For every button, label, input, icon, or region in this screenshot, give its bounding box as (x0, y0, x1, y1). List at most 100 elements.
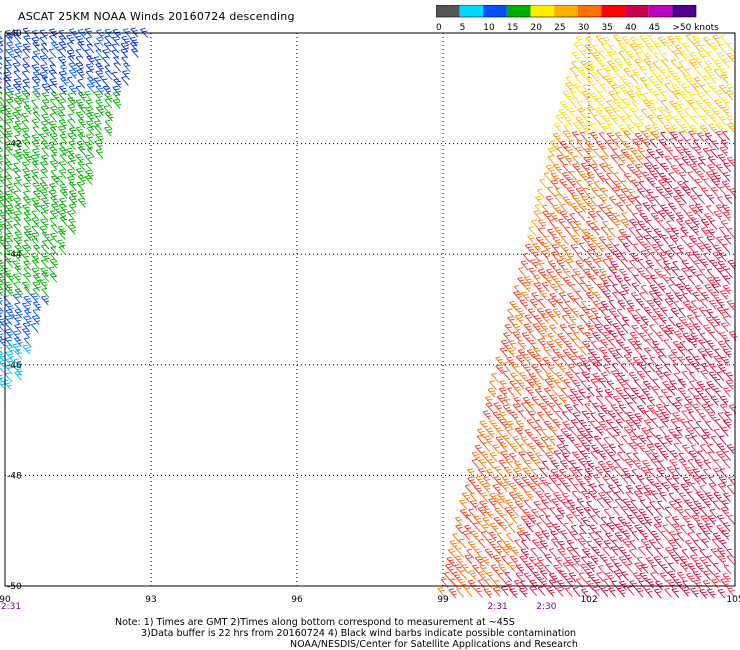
wind-barb (647, 114, 656, 125)
wind-barb (716, 450, 725, 461)
wind-barb (112, 29, 121, 39)
wind-barb (67, 55, 76, 66)
wind-barb (689, 155, 698, 166)
wind-barb (534, 204, 543, 214)
wind-barb (514, 539, 523, 549)
wind-barb (481, 483, 491, 493)
wind-barb (592, 474, 601, 484)
wind-barb (612, 322, 621, 333)
wind-barb (437, 587, 446, 598)
wind-barb (712, 324, 721, 335)
wind-barb (588, 348, 597, 359)
wind-barb (120, 42, 129, 53)
legend-swatch (625, 5, 649, 17)
wind-barb (584, 75, 594, 86)
wind-barb (41, 197, 50, 208)
wind-barb (627, 338, 637, 349)
wind-barb (579, 563, 589, 574)
wind-barb (586, 60, 596, 71)
wind-barb (660, 234, 669, 245)
wind-barb (68, 69, 78, 79)
wind-barb (658, 138, 668, 149)
wind-barb (104, 70, 113, 81)
wind-barb (629, 147, 638, 158)
wind-barb (667, 570, 677, 581)
wind-barb (681, 115, 690, 126)
wind-barb (553, 194, 562, 205)
wind-barb (93, 91, 102, 101)
wind-barb (41, 92, 50, 102)
wind-barb (41, 99, 50, 110)
wind-barb (590, 412, 598, 423)
wind-barb (32, 50, 41, 61)
wind-barb (509, 514, 518, 525)
wind-barb (647, 34, 656, 45)
wind-barb (661, 58, 670, 69)
wind-barb (647, 468, 656, 479)
wind-barb (679, 562, 689, 573)
wind-barb (494, 507, 503, 518)
wind-barb (84, 175, 93, 185)
wind-barb (571, 338, 580, 349)
wind-barb (559, 324, 568, 334)
wind-barb (464, 554, 473, 565)
wind-barb (578, 203, 587, 214)
wind-barb (688, 204, 698, 215)
wind-barb (517, 276, 526, 287)
wind-barb (706, 588, 716, 599)
wind-barb (0, 141, 4, 151)
wind-barb (629, 43, 638, 53)
wind-barb (518, 410, 527, 420)
wind-barb (111, 71, 120, 82)
legend-swatch (506, 5, 531, 17)
wind-barb (677, 275, 686, 286)
wind-barb (590, 515, 598, 525)
wind-barb (562, 562, 571, 572)
wind-barb (598, 565, 606, 575)
wind-barb (671, 554, 680, 565)
wind-barb (598, 483, 607, 494)
wind-barb (4, 224, 12, 235)
wind-barb (504, 506, 513, 517)
wind-barb (693, 395, 702, 405)
wind-barb (479, 420, 488, 431)
wind-barb (549, 507, 558, 517)
wind-barb (700, 115, 709, 126)
wind-barb (0, 372, 4, 383)
wind-barb (693, 107, 701, 118)
wind-barb (620, 284, 630, 295)
wind-barb (554, 226, 563, 237)
wind-barb (660, 52, 669, 63)
wind-barb (23, 35, 31, 46)
wind-barb (0, 148, 3, 158)
wind-barb (648, 76, 657, 86)
wind-barb (556, 507, 566, 518)
wind-barb (630, 428, 639, 439)
y-tick-label: -50 (7, 582, 22, 592)
wind-barb (30, 322, 39, 333)
wind-barb (76, 140, 85, 151)
wind-barb (589, 420, 598, 431)
wind-barb (500, 586, 509, 596)
wind-barb (723, 451, 732, 461)
wind-barb (59, 147, 68, 157)
wind-barb (588, 315, 596, 326)
wind-barb (545, 411, 554, 421)
wind-barb (66, 147, 75, 158)
wind-barb (598, 274, 608, 285)
wind-barb (555, 298, 564, 309)
wind-barb (565, 146, 574, 157)
wind-barb (613, 570, 622, 580)
legend-label: 5 (460, 23, 466, 33)
wind-barb (595, 210, 604, 221)
wind-barb (636, 43, 645, 54)
wind-barb (31, 225, 40, 236)
wind-barb (667, 67, 676, 78)
wind-barb (656, 467, 665, 478)
wind-barb (585, 291, 595, 302)
wind-barb (512, 435, 520, 446)
wind-barb (684, 396, 693, 407)
wind-barb (605, 139, 614, 150)
wind-barb (681, 370, 690, 381)
